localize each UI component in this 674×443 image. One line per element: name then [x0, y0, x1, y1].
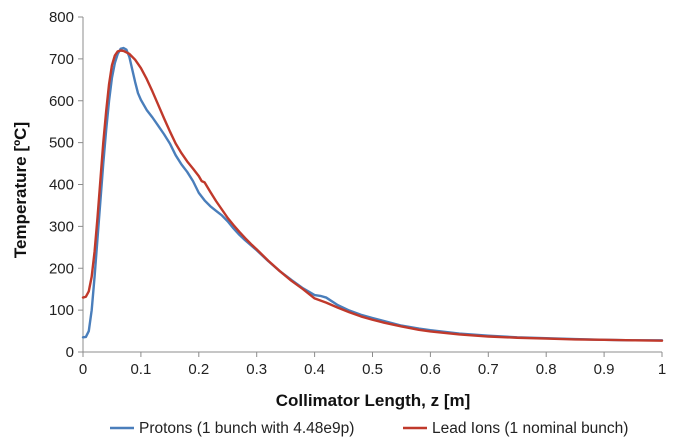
series-line-lead-ions	[81, 49, 664, 342]
x-tick-label: 0	[79, 361, 87, 378]
x-tick-label: 0.5	[362, 361, 383, 378]
series-layer	[81, 46, 664, 342]
y-tick-label: 600	[49, 93, 74, 110]
y-tick-label: 800	[49, 9, 74, 26]
y-tick-label: 700	[49, 51, 74, 68]
x-tick-label: 1	[658, 361, 666, 378]
legend-label: Protons (1 bunch with 4.48e9p)	[139, 420, 354, 437]
x-tick-label: 0.9	[594, 361, 615, 378]
x-axis-title: Collimator Length, z [m]	[276, 391, 471, 410]
x-tick-label: 0.6	[420, 361, 441, 378]
series-line-protons	[81, 46, 664, 342]
legend: Protons (1 bunch with 4.48e9p) Lead Ions …	[110, 420, 628, 437]
legend-label: Lead Ions (1 nominal bunch)	[432, 420, 628, 437]
x-tick-label: 0.4	[304, 361, 325, 378]
y-tick-label: 300	[49, 218, 74, 235]
y-axis-ticks: 0 100 200 300 400 500 600 700 800	[49, 9, 83, 361]
x-tick-label: 0.8	[536, 361, 557, 378]
x-tick-label: 0.3	[246, 361, 267, 378]
x-axis-ticks: 0 0.1 0.2 0.3 0.4 0.5 0.6 0.7 0.8 0.9 1	[79, 352, 666, 378]
y-tick-label: 200	[49, 260, 74, 277]
x-tick-label: 0.1	[130, 361, 151, 378]
x-tick-label: 0.2	[188, 361, 209, 378]
x-tick-label: 0.7	[478, 361, 499, 378]
y-tick-label: 0	[66, 344, 74, 361]
y-tick-label: 500	[49, 135, 74, 152]
y-axis-title: Temperature [ºC]	[11, 122, 30, 258]
y-tick-label: 400	[49, 177, 74, 194]
y-tick-label: 100	[49, 302, 74, 319]
